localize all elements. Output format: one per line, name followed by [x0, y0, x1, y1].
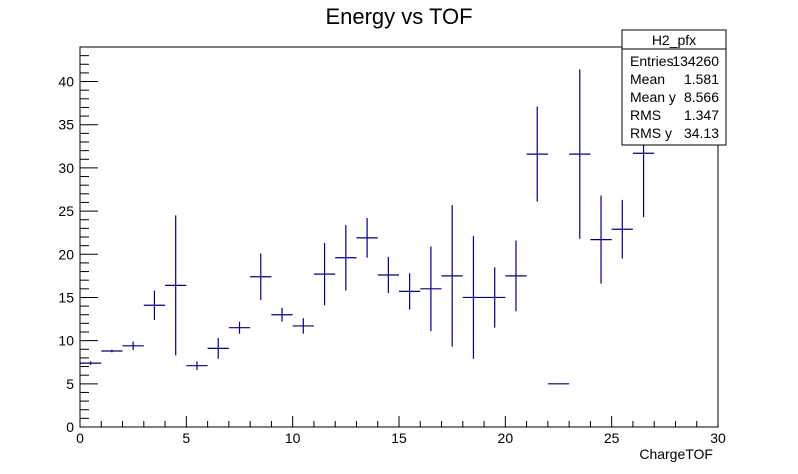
data-point: [505, 240, 527, 312]
axes: 0 5 10 15 20 25 30 0 5 10 15 20 25 30 35 40: [58, 46, 726, 446]
y-tick-label: 25: [58, 203, 74, 219]
y-tick-label: 10: [58, 333, 74, 349]
data-point: [186, 361, 208, 370]
x-tick-label: 25: [604, 430, 620, 446]
data-point: [377, 256, 399, 294]
stats-value-entries: 134260: [672, 53, 719, 69]
stats-box: H2_pfx Entries 134260 Mean 1.581 Mean y …: [621, 29, 727, 146]
stats-label-entries: Entries: [630, 53, 674, 69]
y-tick-label: 40: [58, 74, 74, 90]
data-point: [441, 205, 463, 347]
data-point: [122, 341, 144, 351]
data-point: [335, 224, 357, 291]
stats-value-rms: 1.347: [684, 107, 719, 123]
x-axis-title: ChargeTOF: [639, 446, 713, 462]
data-points: [80, 69, 655, 385]
y-tick-label: 35: [58, 117, 74, 133]
data-point: [526, 106, 548, 202]
data-point: [590, 195, 612, 284]
x-tick-label: 15: [391, 430, 407, 446]
data-point: [399, 273, 421, 310]
data-point: [420, 246, 442, 332]
data-point: [165, 215, 187, 356]
data-point: [271, 307, 293, 322]
y-tick-label: 15: [58, 289, 74, 305]
data-point: [313, 243, 336, 306]
plot-frame: [79, 46, 719, 428]
chart-title: Energy vs TOF: [325, 4, 472, 29]
data-point: [484, 267, 506, 328]
data-point: [462, 236, 485, 359]
stats-value-mean-y: 8.566: [684, 89, 719, 105]
stats-label-mean: Mean: [630, 71, 665, 87]
data-point: [228, 321, 251, 334]
stats-box-name: H2_pfx: [652, 32, 696, 48]
x-tick-label: 5: [182, 430, 190, 446]
stats-value-mean: 1.581: [684, 71, 719, 87]
stats-value-rms-y: 34.13: [684, 125, 719, 141]
data-point: [80, 361, 102, 365]
data-point: [101, 349, 123, 353]
data-point: [143, 290, 166, 320]
data-point: [569, 69, 591, 239]
x-tick-label: 10: [285, 430, 301, 446]
x-tick-label: 30: [710, 430, 726, 446]
y-tick-label: 30: [58, 160, 74, 176]
stats-label-rms: RMS: [630, 107, 661, 123]
stats-label-mean-y: Mean y: [630, 89, 676, 105]
data-point: [356, 218, 378, 258]
data-point: [611, 199, 633, 259]
data-point: [250, 253, 272, 301]
x-tick-label: 0: [76, 430, 84, 446]
stats-label-rms-y: RMS y: [630, 125, 672, 141]
x-tick-label: 20: [498, 430, 514, 446]
y-tick-label: 20: [58, 246, 74, 262]
data-point: [207, 338, 229, 359]
y-tick-label: 5: [66, 376, 74, 392]
y-tick-label: 0: [66, 419, 74, 435]
data-point: [292, 318, 314, 334]
